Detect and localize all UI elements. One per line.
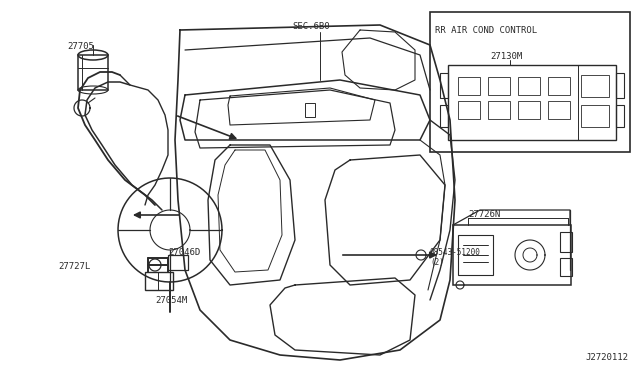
Text: 27727L: 27727L <box>58 262 90 271</box>
Text: 27054M: 27054M <box>155 296 188 305</box>
Bar <box>440 73 448 98</box>
Bar <box>518 77 540 95</box>
Text: J2720112: J2720112 <box>585 353 628 362</box>
Bar <box>560 232 572 252</box>
Text: 27726N: 27726N <box>468 210 500 219</box>
Bar <box>168 255 188 270</box>
Bar <box>560 258 572 276</box>
Bar <box>548 101 570 119</box>
Bar <box>518 101 540 119</box>
Bar <box>440 105 448 127</box>
Text: 27046D: 27046D <box>168 248 200 257</box>
Text: 27130M: 27130M <box>490 52 522 61</box>
Text: RR AIR COND CONTROL: RR AIR COND CONTROL <box>435 26 537 35</box>
Bar <box>616 73 624 98</box>
Text: SEC.6B0: SEC.6B0 <box>292 22 330 31</box>
Bar <box>548 77 570 95</box>
Bar <box>458 101 480 119</box>
Bar <box>616 105 624 127</box>
Bar <box>458 77 480 95</box>
Bar <box>430 12 630 152</box>
Text: 27705: 27705 <box>67 42 94 51</box>
Bar <box>488 77 510 95</box>
Bar <box>448 65 616 140</box>
Bar <box>488 101 510 119</box>
Bar <box>145 272 173 290</box>
Bar <box>78 55 108 90</box>
Bar <box>581 105 609 127</box>
Bar <box>305 103 315 117</box>
Text: 08543-51200
(2): 08543-51200 (2) <box>430 248 481 267</box>
Bar <box>458 235 493 275</box>
Bar <box>453 225 571 285</box>
Bar <box>581 75 609 97</box>
